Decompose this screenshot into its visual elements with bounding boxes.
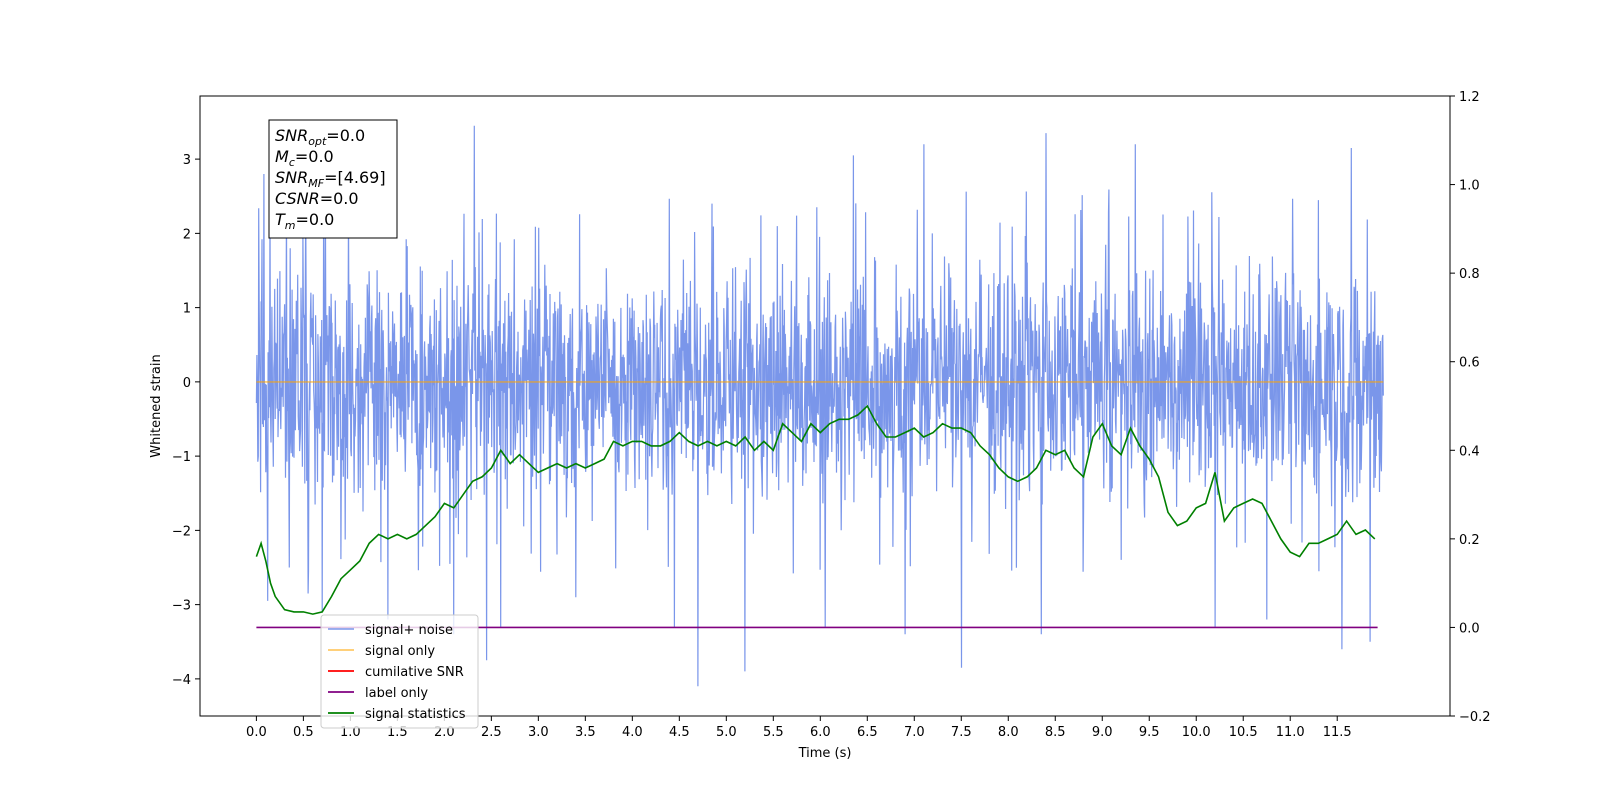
legend-label: signal+ noise bbox=[365, 623, 453, 638]
x-tick-label: 8.5 bbox=[1045, 725, 1066, 740]
y-tick-label-right: 0.4 bbox=[1459, 444, 1480, 459]
annotation-line: SNRopt=0.0 bbox=[275, 126, 365, 148]
y-tick-label-right: 0.2 bbox=[1459, 533, 1480, 548]
x-tick-label: 7.0 bbox=[904, 725, 925, 740]
x-tick-label: 0.5 bbox=[293, 725, 314, 740]
annotation-line: SNRMF=[4.69] bbox=[275, 168, 386, 190]
x-tick-label: 4.0 bbox=[622, 725, 643, 740]
x-tick-label: 10.5 bbox=[1229, 725, 1258, 740]
y-tick-label-right: 0.0 bbox=[1459, 621, 1480, 636]
annotation-line: Tm=0.0 bbox=[275, 210, 334, 232]
x-tick-label: 2.5 bbox=[481, 725, 502, 740]
y-axis-label: Whitened strain bbox=[149, 354, 164, 457]
y-tick-label: −4 bbox=[172, 673, 191, 688]
x-axis-label: Time (s) bbox=[798, 746, 852, 761]
x-tick-label: 5.5 bbox=[763, 725, 784, 740]
x-tick-label: 6.5 bbox=[857, 725, 878, 740]
x-tick-label: 1.5 bbox=[387, 725, 408, 740]
x-tick-label: 2.0 bbox=[434, 725, 455, 740]
legend-label: signal only bbox=[365, 644, 435, 659]
y-tick-label-right: 1.2 bbox=[1459, 90, 1480, 105]
annotation-line: CSNR=0.0 bbox=[275, 189, 359, 208]
x-tick-label: 0.0 bbox=[246, 725, 267, 740]
x-tick-label: 10.0 bbox=[1182, 725, 1211, 740]
y-tick-label: −1 bbox=[172, 450, 191, 465]
x-tick-label: 3.0 bbox=[528, 725, 549, 740]
y-tick-label: −2 bbox=[172, 524, 191, 539]
x-tick-label: 11.0 bbox=[1276, 725, 1305, 740]
annotation-box bbox=[268, 119, 398, 239]
x-tick-label: 9.5 bbox=[1139, 725, 1160, 740]
series-line-signal-statistics bbox=[255, 404, 1376, 615]
y-tick-label: −3 bbox=[172, 599, 191, 614]
x-tick-label: 8.0 bbox=[998, 725, 1019, 740]
legend: signal+ noise signal only cumilative SNR la… bbox=[320, 614, 479, 729]
x-tick-label: 9.0 bbox=[1092, 725, 1113, 740]
x-tick-label: 11.5 bbox=[1323, 725, 1352, 740]
x-tick-label: 3.5 bbox=[575, 725, 596, 740]
series-line-signal-noise bbox=[255, 125, 1384, 687]
annotation-line: Mc=0.0 bbox=[275, 147, 334, 169]
x-tick-label: 1.0 bbox=[340, 725, 361, 740]
legend-box bbox=[320, 614, 479, 729]
x-tick-label: 6.0 bbox=[810, 725, 831, 740]
legend-label: cumilative SNR bbox=[365, 665, 464, 680]
y-tick-label-right: 0.6 bbox=[1459, 356, 1480, 371]
x-tick-label: 5.0 bbox=[716, 725, 737, 740]
x-tick-label: 4.5 bbox=[669, 725, 690, 740]
legend-label: signal statistics bbox=[365, 707, 466, 722]
y-tick-label: 1 bbox=[183, 302, 191, 317]
y-tick-label: 3 bbox=[183, 153, 191, 168]
legend-label: label only bbox=[365, 686, 428, 701]
y-tick-label-right: 1.0 bbox=[1459, 179, 1480, 194]
axes-layer: 0.0 0.5 1.0 1.5 2.0 2.5 3.0 3.5 4.0 4.5 5.0 5.5 6.0 6… bbox=[172, 90, 1491, 740]
y-tick-label-right: 0.8 bbox=[1459, 267, 1480, 282]
plot-frame bbox=[199, 95, 1451, 717]
y-tick-label: 0 bbox=[183, 376, 191, 391]
y-tick-label: 2 bbox=[183, 227, 191, 242]
y-tick-label-right: −0.2 bbox=[1459, 710, 1491, 725]
x-tick-label: 7.5 bbox=[951, 725, 972, 740]
